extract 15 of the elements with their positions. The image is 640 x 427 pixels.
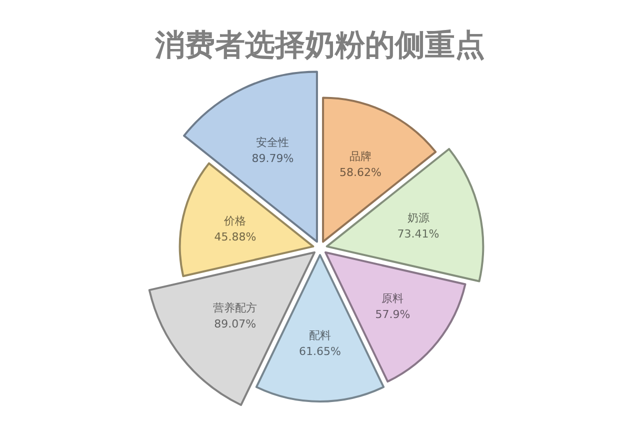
data-label: 57.9% [375,308,410,321]
data-label: 89.07% [214,318,256,331]
category-label: 品牌 [350,150,372,163]
category-label: 原料 [382,292,404,305]
data-label: 89.79% [252,152,294,165]
data-label: 73.41% [397,228,440,241]
text: 消费者选择奶粉的侧重点 [154,28,485,63]
data-label: 61.65% [299,344,341,358]
category-label: 营养配方 [213,302,258,315]
data-label: 58.62% [340,166,382,179]
category-label: 价格 [223,214,246,228]
category-label: 配料 [309,328,331,342]
data-label: 45.88% [214,230,256,244]
category-label: 安全性 [256,136,290,149]
category-label: 奶源 [407,212,430,225]
